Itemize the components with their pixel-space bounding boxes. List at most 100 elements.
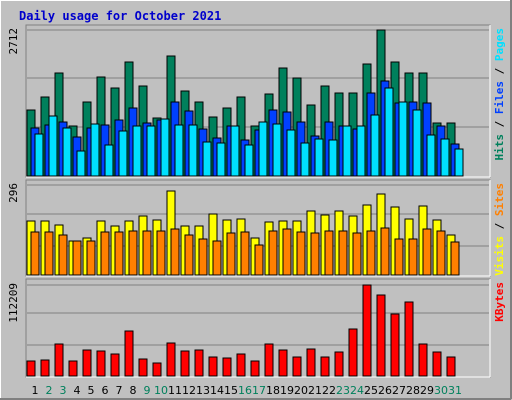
visits-ymax-label: 296: [7, 183, 20, 203]
requests-ymax-label: 2712: [7, 28, 20, 55]
visits-sites-bar-day-8: [128, 230, 138, 276]
requests-pages-bar-day-30: [440, 138, 450, 177]
requests-pages-bar-day-21: [314, 138, 324, 177]
day-label-15: 15: [224, 384, 238, 397]
visits-side-legend: Visits / Sites: [493, 183, 506, 276]
day-label-10: 10: [154, 384, 168, 397]
side-legends: Hits / Files / Pages Visits / Sites KBytes: [493, 28, 506, 322]
visits-sites-bar-day-26: [380, 227, 390, 276]
requests-pages-bar-day-17: [258, 121, 268, 177]
requests-pages-bar-day-18: [272, 123, 282, 177]
day-label-31: 31: [448, 384, 462, 397]
visits-sites-bar-day-27: [394, 238, 404, 276]
visits-sites-bar-day-25: [366, 230, 376, 276]
visits-sites-bar-day-11: [170, 228, 180, 276]
day-label-8: 8: [130, 384, 137, 397]
visits-sites-bar-day-20: [296, 231, 306, 276]
requests-legend-separator: /: [493, 61, 506, 81]
requests-pages-bar-day-31: [454, 148, 464, 177]
kbytes-kbytes-bar-day-25: [362, 284, 372, 377]
requests-pages-bar-day-27: [398, 101, 408, 177]
requests-pages-bar-day-4: [76, 150, 86, 177]
visits-sites-bar-day-13: [198, 238, 208, 276]
day-label-17: 17: [252, 384, 266, 397]
visits-sites-bar-day-3: [58, 234, 68, 276]
kbytes-ymax-label: 112209: [7, 283, 20, 323]
kbytes-kbytes-bar-day-17: [250, 360, 260, 377]
requests-pages-bar-day-16: [244, 144, 254, 177]
day-label-5: 5: [88, 384, 95, 397]
visits-sites-bar-day-5: [86, 240, 96, 276]
visits-sites-bar-day-10: [156, 230, 166, 276]
requests-pages-bar-day-10: [160, 118, 170, 177]
requests-legend-hits: Hits: [493, 134, 506, 161]
visits-sites-bar-day-6: [100, 231, 110, 276]
kbytes-kbytes-bar-day-7: [110, 353, 120, 377]
requests-pages-bar-day-22: [328, 139, 338, 177]
requests-pages-bar-day-25: [370, 114, 380, 177]
requests-pages-bar-day-13: [202, 141, 212, 177]
kbytes-kbytes-bar-day-16: [236, 353, 246, 377]
kbytes-kbytes-bar-day-28: [404, 301, 414, 377]
kbytes-kbytes-bar-day-29: [418, 343, 428, 377]
day-label-22: 22: [322, 384, 336, 397]
requests-pages-bar-day-29: [426, 134, 436, 177]
kbytes-kbytes-bar-day-19: [278, 349, 288, 377]
kbytes-kbytes-bar-day-12: [180, 350, 190, 377]
day-label-18: 18: [266, 384, 280, 397]
day-label-21: 21: [308, 384, 322, 397]
requests-side-legend: Hits / Files / Pages: [493, 28, 506, 161]
visits-legend-sites: Sites: [493, 183, 506, 216]
kbytes-kbytes-bar-day-4: [68, 360, 78, 377]
visits-sites-bar-day-15: [226, 232, 236, 276]
visits-sites-bar-day-2: [44, 231, 54, 276]
day-label-27: 27: [392, 384, 406, 397]
visits-sites-bar-day-4: [72, 240, 82, 276]
kbytes-kbytes-bar-day-3: [54, 343, 64, 377]
kbytes-kbytes-bar-day-5: [82, 349, 92, 377]
requests-pages-bar-day-9: [146, 125, 156, 177]
kbytes-kbytes-bar-day-26: [376, 294, 386, 377]
requests-pages-bar-day-5: [90, 123, 100, 177]
day-label-12: 12: [182, 384, 196, 397]
visits-sites-bar-day-30: [436, 230, 446, 276]
visits-sites-bar-day-7: [114, 231, 124, 276]
requests-pages-bar-day-7: [118, 130, 128, 177]
kbytes-kbytes-bar-day-23: [334, 351, 344, 377]
day-label-16: 16: [238, 384, 252, 397]
requests-legend-pages: Pages: [493, 28, 506, 61]
kbytes-kbytes-bar-day-27: [390, 313, 400, 377]
day-label-26: 26: [378, 384, 392, 397]
requests-pages-bar-day-28: [412, 109, 422, 177]
kbytes-kbytes-bar-day-31: [446, 356, 456, 377]
day-label-14: 14: [210, 384, 224, 397]
day-label-11: 11: [168, 384, 182, 397]
x-day-labels: 1 2 3 4 5 6 7 8 9 10 11 12 13 14 15 16 17 18 19 20 21 22 23 24 2…: [32, 384, 463, 397]
requests-pages-bar-day-1: [34, 133, 44, 177]
requests-pages-bar-day-3: [62, 127, 72, 177]
kbytes-kbytes-bar-day-6: [96, 350, 106, 377]
visits-sites-bar-day-21: [310, 232, 320, 276]
day-label-25: 25: [364, 384, 378, 397]
visits-sites-bar-day-23: [338, 230, 348, 276]
day-label-20: 20: [294, 384, 308, 397]
visits-sites-bar-day-24: [352, 232, 362, 276]
kbytes-kbytes-bar-day-11: [166, 342, 176, 377]
visits-sites-bar-day-17: [254, 244, 264, 276]
visits-legend-visits: Visits: [493, 236, 506, 276]
visits-sites-bar-day-1: [30, 231, 40, 276]
requests-legend-separator: /: [493, 114, 506, 134]
kbytes-kbytes-bar-day-9: [138, 358, 148, 377]
kbytes-kbytes-bar-day-22: [320, 356, 330, 377]
visits-sites-bar-day-12: [184, 234, 194, 276]
visits-sites-bar-day-9: [142, 230, 152, 276]
requests-pages-bar-day-14: [216, 142, 226, 177]
visits-sites-bar-day-18: [268, 230, 278, 276]
day-label-13: 13: [196, 384, 210, 397]
visits-sites-bar-day-19: [282, 228, 292, 276]
day-label-1: 1: [32, 384, 39, 397]
day-label-7: 7: [116, 384, 123, 397]
day-label-4: 4: [74, 384, 81, 397]
